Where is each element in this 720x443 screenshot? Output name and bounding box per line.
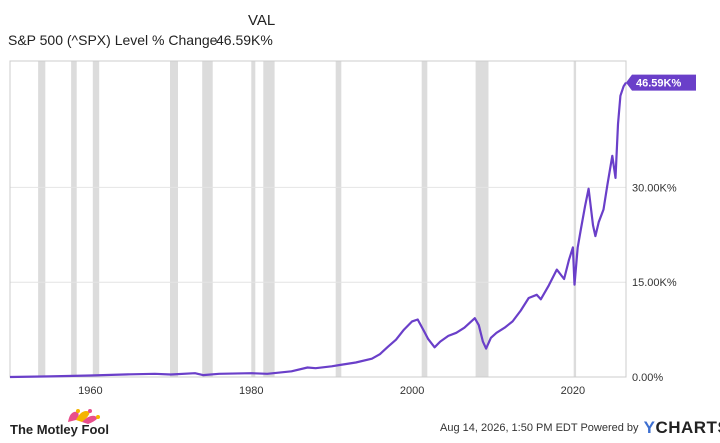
y-tick-label: 30.00K%	[632, 182, 677, 194]
recession-bands	[38, 61, 577, 377]
y-axis-labels: 0.00% 15.00K% 30.00K%	[632, 182, 677, 384]
last-value-badge	[626, 74, 696, 91]
jester-cap-icon: The Motley Fool	[10, 409, 109, 437]
x-tick-label: 2020	[561, 385, 585, 397]
x-axis-labels: 1960 1980 2000 2020	[78, 385, 585, 397]
recession-band	[263, 61, 275, 377]
recession-band	[335, 61, 342, 377]
recession-band	[573, 61, 577, 377]
last-value-label: 46.59K%	[626, 74, 696, 91]
ycharts-logo[interactable]: YCHARTS	[644, 418, 720, 437]
ycharts-text: CHARTS	[655, 418, 720, 437]
powered-by-text: Powered by	[580, 422, 639, 434]
motley-fool-logo: The Motley Fool	[10, 406, 150, 438]
x-tick-label: 2000	[400, 385, 424, 397]
recession-band	[251, 61, 256, 377]
last-value-text: 46.59K%	[636, 78, 681, 90]
recession-band	[71, 61, 77, 377]
recession-band	[202, 61, 213, 377]
recession-band	[38, 61, 46, 377]
footer-right: Aug 14, 2026, 1:50 PM EDT Powered by YCH…	[440, 418, 720, 438]
recession-band	[170, 61, 178, 377]
legend-series-value: 46.59K%	[216, 32, 273, 48]
recession-band	[475, 61, 489, 377]
timestamp: Aug 14, 2026, 1:50 PM EDT	[440, 422, 578, 434]
recession-band	[92, 61, 100, 377]
brand-left-text: The Motley Fool	[10, 422, 109, 437]
legend: VAL S&P 500 (^SPX) Level % Change 46.59K…	[8, 12, 278, 52]
y-tick-label: 15.00K%	[632, 277, 677, 289]
y-tick-label: 0.00%	[632, 372, 663, 384]
plot-border	[9, 60, 627, 378]
legend-column-header: VAL	[248, 12, 276, 29]
x-tick-label: 1980	[239, 385, 263, 397]
series-line[interactable]	[9, 82, 627, 379]
ycharts-y-icon: Y	[643, 418, 656, 437]
legend-series-label[interactable]: S&P 500 (^SPX) Level % Change	[8, 32, 218, 48]
recession-band	[421, 61, 428, 377]
grid-lines	[10, 186, 626, 283]
x-tick-label: 1960	[78, 385, 102, 397]
